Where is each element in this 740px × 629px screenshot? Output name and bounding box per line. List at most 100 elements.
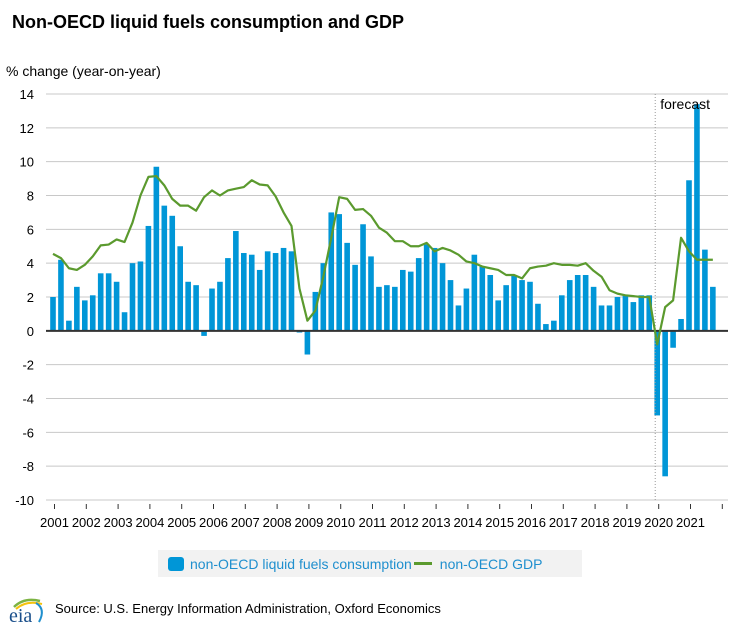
consumption-bar xyxy=(630,302,637,331)
consumption-bar xyxy=(694,104,700,331)
x-tick-label: 2012 xyxy=(390,515,419,530)
consumption-bar xyxy=(384,285,390,331)
y-tick-label: -10 xyxy=(15,493,34,508)
consumption-bar xyxy=(614,297,621,331)
consumption-bar xyxy=(400,269,406,331)
consumption-bar xyxy=(66,320,72,331)
x-tick-label: 2001 xyxy=(40,515,69,530)
consumption-bar xyxy=(566,280,573,331)
chart-title: Non-OECD liquid fuels consumption and GD… xyxy=(12,12,404,32)
consumption-bar xyxy=(495,300,501,331)
consumption-bar xyxy=(50,297,56,331)
y-tick-label: 12 xyxy=(20,121,34,136)
consumption-bar xyxy=(82,300,88,331)
consumption-bar xyxy=(58,259,64,331)
consumption-bar xyxy=(439,263,446,331)
consumption-bar xyxy=(535,303,541,331)
consumption-bar xyxy=(503,285,509,331)
consumption-bar xyxy=(328,212,335,331)
x-tick-label: 2021 xyxy=(676,515,705,530)
consumption-bar xyxy=(264,251,271,331)
consumption-bar xyxy=(89,295,96,331)
x-tick-label: 2010 xyxy=(326,515,355,530)
x-tick-label: 2016 xyxy=(517,515,546,530)
consumption-bar xyxy=(161,205,168,331)
consumption-bar xyxy=(511,275,517,331)
consumption-bar xyxy=(407,271,414,331)
eia-logo-icon: eia xyxy=(9,598,43,625)
consumption-bars xyxy=(50,104,716,477)
x-tick-label: 2002 xyxy=(72,515,101,530)
x-tick-label: 2015 xyxy=(485,515,514,530)
forecast-label: forecast xyxy=(660,96,710,112)
x-tick-label: 2011 xyxy=(359,515,387,530)
consumption-bar xyxy=(209,288,215,331)
consumption-bar xyxy=(320,263,327,331)
consumption-bar xyxy=(710,286,716,331)
y-tick-label: 10 xyxy=(20,155,34,170)
consumption-bar xyxy=(376,286,382,331)
consumption-bar xyxy=(598,305,605,331)
y-tick-label: -4 xyxy=(22,392,34,407)
consumption-bar xyxy=(113,281,120,331)
consumption-bar xyxy=(415,258,422,331)
consumption-bar xyxy=(638,295,645,331)
consumption-bar xyxy=(527,281,533,331)
x-tick-label: 2020 xyxy=(644,515,673,530)
consumption-bar xyxy=(447,280,454,331)
consumption-bar xyxy=(590,286,597,331)
x-tick-label: 2009 xyxy=(294,515,323,530)
consumption-bar xyxy=(272,253,279,331)
consumption-bar xyxy=(336,214,342,331)
x-tick-label: 2004 xyxy=(135,515,164,530)
x-tick-label: 2005 xyxy=(167,515,196,530)
y-tick-label: 8 xyxy=(27,189,34,204)
consumption-bar xyxy=(304,330,311,355)
forecast-marker: forecast xyxy=(654,94,710,500)
consumption-bar xyxy=(662,330,668,477)
consumption-bar xyxy=(137,261,144,331)
source-note: Source: U.S. Energy Information Administ… xyxy=(55,601,441,616)
consumption-bar xyxy=(177,246,183,331)
legend-line-swatch xyxy=(413,562,432,565)
legend-line-label: non-OECD GDP xyxy=(439,555,543,572)
y-tick-labels: 14 12 10 8 6 4 2 0 -2 -4 -6 -8 -10 xyxy=(15,87,34,508)
consumption-bar xyxy=(479,266,486,331)
chart-plot: 14 12 10 8 6 4 2 0 -2 -4 -6 -8 -10 forecast 2001 2002… xyxy=(15,87,728,530)
y-tick-label: 6 xyxy=(27,222,34,237)
consumption-bar xyxy=(622,295,629,331)
consumption-bar xyxy=(185,281,191,331)
consumption-bar xyxy=(392,286,398,331)
consumption-bar xyxy=(368,256,374,331)
consumption-bar xyxy=(352,264,358,331)
y-tick-label: 14 xyxy=(20,87,34,102)
consumption-bar xyxy=(225,258,231,331)
x-tick-label: 2008 xyxy=(263,515,292,530)
consumption-bar xyxy=(248,254,255,331)
consumption-bar xyxy=(241,253,247,331)
consumption-bar xyxy=(423,244,430,331)
consumption-bar xyxy=(105,273,112,331)
y-tick-label: 0 xyxy=(27,324,34,339)
consumption-bar xyxy=(543,324,549,331)
gridlines xyxy=(46,93,728,501)
svg-text:eia: eia xyxy=(9,605,32,625)
consumption-bar xyxy=(97,273,104,331)
consumption-bar xyxy=(686,180,692,331)
gdp-series-line xyxy=(52,174,713,346)
consumption-bar xyxy=(280,247,287,331)
consumption-bar xyxy=(559,295,565,331)
consumption-bar xyxy=(288,251,295,331)
consumption-bar xyxy=(145,225,152,331)
consumption-bar xyxy=(201,330,207,336)
consumption-bar xyxy=(153,166,160,331)
consumption-bar xyxy=(360,224,366,331)
consumption-bar xyxy=(256,269,263,331)
x-tick-label: 2019 xyxy=(612,515,641,530)
y-tick-label: -8 xyxy=(22,459,34,474)
consumption-bar xyxy=(654,330,660,416)
consumption-bar xyxy=(487,275,494,331)
y-tick-label: -2 xyxy=(22,358,34,373)
x-tick-label: 2017 xyxy=(549,515,578,530)
consumption-bar xyxy=(121,312,128,331)
